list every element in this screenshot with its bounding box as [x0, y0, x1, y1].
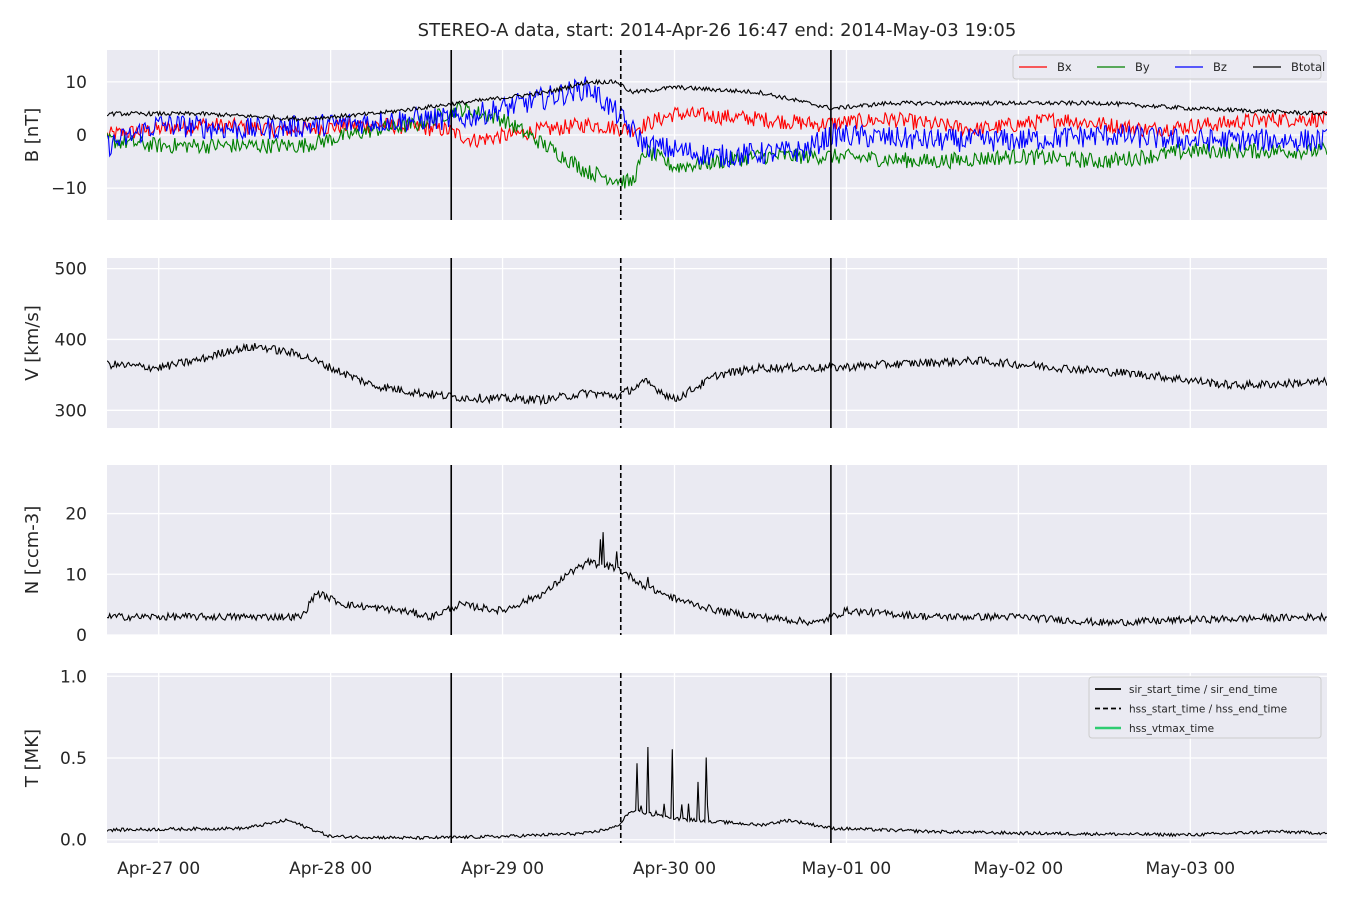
plot-area	[107, 258, 1327, 428]
y-tick-label: 0.5	[60, 749, 87, 769]
y-tick-label: 20	[65, 505, 87, 525]
series-line-btotal	[107, 78, 1327, 123]
x-tick-label: May-01 00	[802, 859, 892, 879]
x-tick-label: Apr-29 00	[461, 859, 544, 879]
y-tick-label: 400	[55, 330, 87, 350]
panels: 10 0 −10 B [nT] Bx By Bz Btotal 500 400 300 V [km/s…	[22, 50, 1327, 879]
x-tick-label: Apr-27 00	[117, 859, 200, 879]
y-axis-label: B [nT]	[22, 108, 43, 163]
chart-title: STEREO-A data, start: 2014-Apr-26 16:47 …	[418, 20, 1017, 41]
legend-label-btotal: Btotal	[1291, 60, 1325, 74]
series-line-by	[107, 101, 1327, 189]
legend: Bx By Bz Btotal	[1012, 54, 1325, 80]
y-axis-label: N [ccm-3]	[22, 506, 43, 595]
legend-box	[1012, 54, 1322, 80]
series-line-data	[107, 342, 1327, 406]
y-axis-label: T [MK]	[22, 729, 43, 788]
legend-label-by: By	[1135, 60, 1150, 74]
legend-label-bz: Bz	[1213, 60, 1227, 74]
series-line-bz	[107, 76, 1327, 168]
y-tick-label: 0	[76, 126, 87, 146]
plot-area	[107, 465, 1327, 635]
panel-4: 1.0 0.5 0.0 T [MK] sir_start_time / sir_end_…	[22, 667, 1327, 851]
y-tick-label: 300	[55, 401, 87, 421]
panel-1: 10 0 −10 B [nT] Bx By Bz Btotal	[22, 50, 1327, 220]
y-tick-label: 10	[65, 73, 87, 93]
y-tick-label: 0.0	[60, 831, 87, 851]
legend-label-bx: Bx	[1057, 60, 1072, 74]
legend-label-1: sir_start_time / sir_end_time	[1129, 684, 1277, 696]
x-tick-label: Apr-28 00	[289, 859, 372, 879]
y-tick-label: 0	[76, 626, 87, 646]
x-tick-label: Apr-30 00	[633, 859, 716, 879]
event-legend: sir_start_time / sir_end_time hss_start_t…	[1088, 676, 1322, 739]
legend-box	[1088, 676, 1322, 739]
y-tick-label: 500	[55, 260, 87, 280]
y-tick-label: 10	[65, 565, 87, 585]
panel-2: 500 400 300 V [km/s]	[22, 258, 1327, 428]
y-tick-label: −10	[51, 179, 87, 199]
x-tick-label: May-02 00	[974, 859, 1064, 879]
x-tick-label: May-03 00	[1145, 859, 1235, 879]
series-line-data	[107, 532, 1327, 627]
legend-label-2: hss_start_time / hss_end_time	[1129, 704, 1287, 716]
series-line-bx	[107, 106, 1327, 149]
series-line-data	[107, 746, 1327, 841]
y-tick-label: 1.0	[60, 667, 87, 687]
y-axis-label: V [km/s]	[22, 305, 43, 380]
legend-label-3: hss_vtmax_time	[1129, 723, 1214, 735]
panel-3: 20 10 0 N [ccm-3]	[22, 465, 1327, 646]
